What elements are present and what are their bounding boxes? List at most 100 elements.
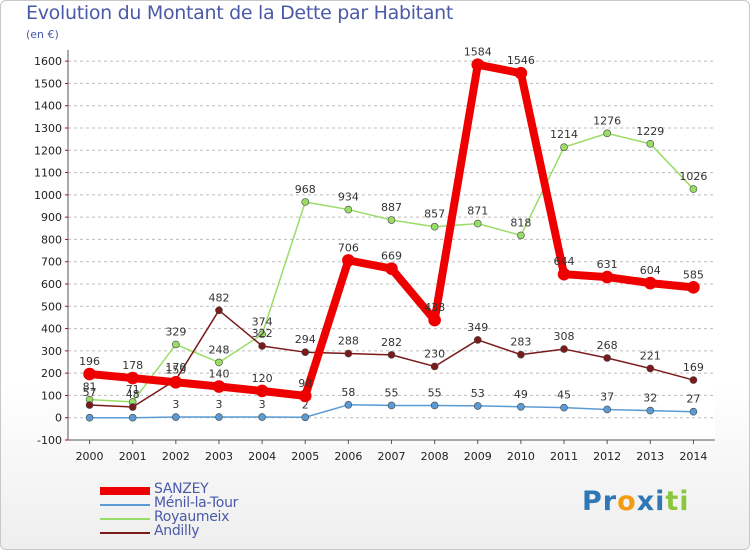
x-tick-label: 2006 xyxy=(334,450,362,463)
legend-swatch xyxy=(100,504,150,506)
series-sanzey: 196 178 159 140 120 98 706 669 438 1584 1546 644 631… xyxy=(79,46,704,403)
data-point xyxy=(301,413,310,422)
data-label: 294 xyxy=(295,333,316,346)
data-label: 170 xyxy=(165,361,186,374)
legend: SANZEY Ménil-la-Tour Royaumeix Andilly xyxy=(100,481,360,540)
data-point xyxy=(215,306,223,315)
data-label: 329 xyxy=(165,325,186,338)
data-point xyxy=(517,402,525,411)
brand-letter: x xyxy=(636,486,656,517)
data-label: 196 xyxy=(79,355,100,368)
y-tick-label: 300 xyxy=(41,345,62,358)
data-point xyxy=(473,402,482,410)
data-label: 968 xyxy=(295,183,316,196)
x-tick-label: 2000 xyxy=(76,450,104,463)
y-tick-label: 1500 xyxy=(34,77,62,90)
data-point xyxy=(258,330,266,339)
data-point xyxy=(128,413,137,422)
data-label: 283 xyxy=(510,336,531,349)
data-point xyxy=(385,262,398,275)
y-tick-label: 0 xyxy=(55,412,62,425)
data-label: 248 xyxy=(208,343,229,356)
y-tick-label: 1100 xyxy=(34,167,62,180)
data-point xyxy=(342,254,355,267)
data-label: 48 xyxy=(126,388,140,401)
y-tick-label: 900 xyxy=(41,211,62,224)
x-tick-label: 2009 xyxy=(464,450,492,463)
legend-label: Royaumeix xyxy=(154,509,230,525)
data-point xyxy=(687,281,700,294)
y-tick-label: 200 xyxy=(41,367,62,380)
y-tick-label: 500 xyxy=(41,300,62,313)
data-point xyxy=(169,375,183,389)
data-point xyxy=(603,405,611,414)
data-point xyxy=(430,222,439,231)
brand-letter: t xyxy=(665,486,680,517)
data-point xyxy=(387,216,396,224)
data-point xyxy=(344,400,353,409)
data-label: 159 xyxy=(165,363,186,376)
data-label: 1546 xyxy=(507,54,535,67)
data-point xyxy=(600,270,614,284)
data-label: 669 xyxy=(381,250,402,263)
data-point xyxy=(473,336,482,344)
y-tick-label: 1300 xyxy=(34,122,62,135)
data-point xyxy=(560,403,568,412)
data-label: 178 xyxy=(122,359,143,372)
data-label: 55 xyxy=(385,386,399,399)
data-point xyxy=(212,380,226,393)
plot-area xyxy=(68,50,715,440)
legend-swatch xyxy=(100,532,150,534)
data-label: 322 xyxy=(252,327,273,340)
x-tick-label: 2002 xyxy=(162,450,190,463)
data-point xyxy=(603,129,611,138)
data-label: 230 xyxy=(424,347,445,360)
data-point xyxy=(557,267,571,281)
data-point xyxy=(517,231,525,240)
y-tick-label: 100 xyxy=(41,389,62,402)
data-point xyxy=(689,376,698,384)
data-point xyxy=(298,389,312,403)
data-point xyxy=(473,219,482,228)
x-tick-label: 2010 xyxy=(507,450,535,463)
data-label: 282 xyxy=(381,336,402,349)
legend-swatch xyxy=(100,518,150,520)
data-label: 55 xyxy=(428,386,442,399)
data-point xyxy=(387,401,396,410)
data-label: 871 xyxy=(467,205,488,218)
data-label: 288 xyxy=(338,335,359,348)
data-label: 140 xyxy=(208,368,229,381)
data-label: 1584 xyxy=(464,46,492,59)
data-label: 3 xyxy=(259,398,266,411)
data-label: 887 xyxy=(381,201,402,214)
data-point xyxy=(430,401,439,410)
data-label: 53 xyxy=(471,387,485,400)
legend-item-m-nil-la-tour: Ménil-la-Tour xyxy=(100,495,360,512)
data-point xyxy=(172,340,180,349)
data-label: 374 xyxy=(252,315,273,328)
y-tick-label: 400 xyxy=(41,323,62,336)
series-royaumeix: 81 71 329 248 374 968 934 887 857 871 818 1214 1276 1… xyxy=(83,114,707,406)
data-label: 71 xyxy=(126,383,140,396)
legend-swatch xyxy=(100,487,150,495)
data-label: 438 xyxy=(424,301,445,314)
data-point xyxy=(126,371,139,385)
data-point xyxy=(689,185,698,193)
data-label: 1026 xyxy=(679,170,707,183)
brand-letter: i xyxy=(655,486,666,517)
data-point xyxy=(344,205,353,214)
data-label: 268 xyxy=(597,339,618,352)
data-label: 308 xyxy=(554,330,575,343)
data-point xyxy=(643,276,657,290)
data-label: 482 xyxy=(208,291,229,304)
legend-item-sanzey: SANZEY xyxy=(100,481,360,498)
data-point xyxy=(603,354,611,362)
brand-logo: Proxiti xyxy=(582,486,690,517)
data-point xyxy=(646,406,655,415)
data-point xyxy=(689,407,698,416)
data-label: 631 xyxy=(597,258,618,271)
y-tick-label: -100 xyxy=(37,434,62,447)
data-point xyxy=(255,384,269,398)
data-label: 2 xyxy=(302,398,309,411)
data-label: 857 xyxy=(424,208,445,221)
